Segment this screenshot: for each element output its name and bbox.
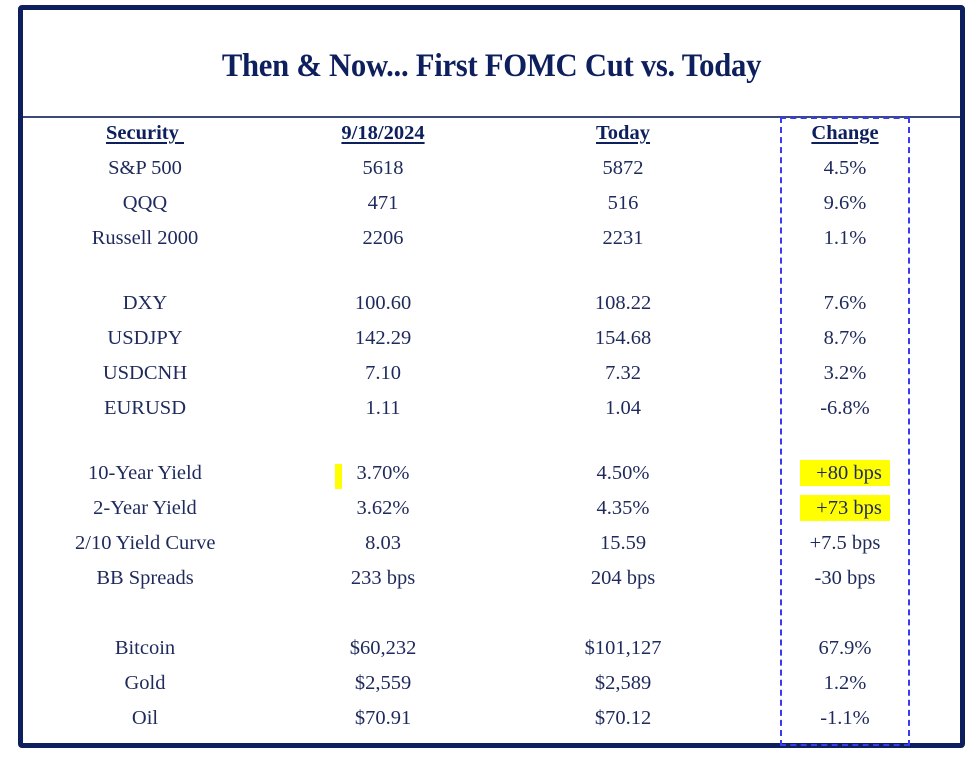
page-title: Then & Now... First FOMC Cut vs. Today	[56, 48, 927, 85]
security-cell: DXY	[75, 292, 215, 315]
change-value-cell: 8.7%	[775, 327, 915, 350]
security-cell: USDJPY	[75, 327, 215, 350]
table-row: Gold $2,559 $2,589 1.2%	[23, 672, 960, 702]
change-value-cell: 1.2%	[775, 672, 915, 695]
table-row: BB Spreads 233 bps 204 bps -30 bps	[23, 567, 960, 597]
security-cell: 10-Year Yield	[75, 462, 215, 485]
today-value-cell: 7.32	[553, 362, 693, 385]
then-value-cell: 233 bps	[313, 567, 453, 590]
today-value-cell: 108.22	[553, 292, 693, 315]
security-cell: QQQ	[75, 192, 215, 215]
today-value-cell: 204 bps	[553, 567, 693, 590]
then-value-cell: 2206	[313, 227, 453, 250]
change-value-cell: 3.2%	[775, 362, 915, 385]
today-value-cell: $101,127	[553, 637, 693, 660]
today-value-cell: 15.59	[553, 532, 693, 555]
table-row: Oil $70.91 $70.12 -1.1%	[23, 707, 960, 737]
security-cell: S&P 500	[75, 157, 215, 180]
today-value-cell: 2231	[553, 227, 693, 250]
change-value-cell: -30 bps	[775, 567, 915, 590]
table-row: QQQ 471 516 9.6%	[23, 192, 960, 222]
today-value-cell: 154.68	[553, 327, 693, 350]
today-value-cell: $2,589	[553, 672, 693, 695]
change-value-cell: +80 bps	[775, 462, 915, 485]
security-cell: 2-Year Yield	[75, 497, 215, 520]
table-row: EURUSD 1.11 1.04 -6.8%	[23, 397, 960, 427]
change-value-cell: 7.6%	[775, 292, 915, 315]
then-value-cell: $70.91	[313, 707, 453, 730]
table-frame: Then & Now... First FOMC Cut vs. Today S…	[18, 5, 965, 748]
column-header-today: Today	[553, 122, 693, 145]
table-row: DXY 100.60 108.22 7.6%	[23, 292, 960, 322]
security-cell: EURUSD	[75, 397, 215, 420]
change-value-cell: 67.9%	[775, 637, 915, 660]
highlighted-change: +80 bps	[800, 460, 890, 486]
change-value-cell: 9.6%	[775, 192, 915, 215]
security-cell: Gold	[75, 672, 215, 695]
column-header-security: Security	[75, 122, 215, 145]
then-value-cell: $60,232	[313, 637, 453, 660]
today-value-cell: 5872	[553, 157, 693, 180]
today-value-cell: $70.12	[553, 707, 693, 730]
then-value-cell: $2,559	[313, 672, 453, 695]
table-row: USDJPY 142.29 154.68 8.7%	[23, 327, 960, 357]
today-value-cell: 4.35%	[553, 497, 693, 520]
change-value-cell: +7.5 bps	[775, 532, 915, 555]
security-cell: 2/10 Yield Curve	[75, 532, 215, 555]
security-cell: BB Spreads	[75, 567, 215, 590]
then-value-cell: 471	[313, 192, 453, 215]
then-value-cell: 1.11	[313, 397, 453, 420]
highlighted-change: +73 bps	[800, 495, 890, 521]
security-cell: Bitcoin	[75, 637, 215, 660]
then-value-cell: 7.10	[313, 362, 453, 385]
change-value-cell: 1.1%	[775, 227, 915, 250]
table-row: Russell 2000 2206 2231 1.1%	[23, 227, 960, 257]
table-row: S&P 500 5618 5872 4.5%	[23, 157, 960, 187]
table-row: 10-Year Yield 3.70% 4.50% +80 bps	[23, 462, 960, 492]
then-value-cell: 3.62%	[313, 497, 453, 520]
then-value-cell: 8.03	[313, 532, 453, 555]
then-value-cell: 5618	[313, 157, 453, 180]
today-value-cell: 516	[553, 192, 693, 215]
table-row: 2/10 Yield Curve 8.03 15.59 +7.5 bps	[23, 532, 960, 562]
table-row: USDCNH 7.10 7.32 3.2%	[23, 362, 960, 392]
today-value-cell: 4.50%	[553, 462, 693, 485]
column-header-then: 9/18/2024	[313, 122, 453, 145]
table-row: Bitcoin $60,232 $101,127 67.9%	[23, 637, 960, 667]
security-cell: Oil	[75, 707, 215, 730]
table-row: 2-Year Yield 3.62% 4.35% +73 bps	[23, 497, 960, 527]
column-header-change: Change	[775, 122, 915, 145]
security-cell: Russell 2000	[75, 227, 215, 250]
today-value-cell: 1.04	[553, 397, 693, 420]
then-value-cell: 100.60	[313, 292, 453, 315]
change-value-cell: -6.8%	[775, 397, 915, 420]
then-value-cell: 3.70%	[313, 462, 453, 485]
change-value-cell: -1.1%	[775, 707, 915, 730]
change-value-cell: +73 bps	[775, 497, 915, 520]
security-cell: USDCNH	[75, 362, 215, 385]
change-value-cell: 4.5%	[775, 157, 915, 180]
header-row: Security 9/18/2024 Today Change	[23, 122, 960, 152]
then-value-cell: 142.29	[313, 327, 453, 350]
